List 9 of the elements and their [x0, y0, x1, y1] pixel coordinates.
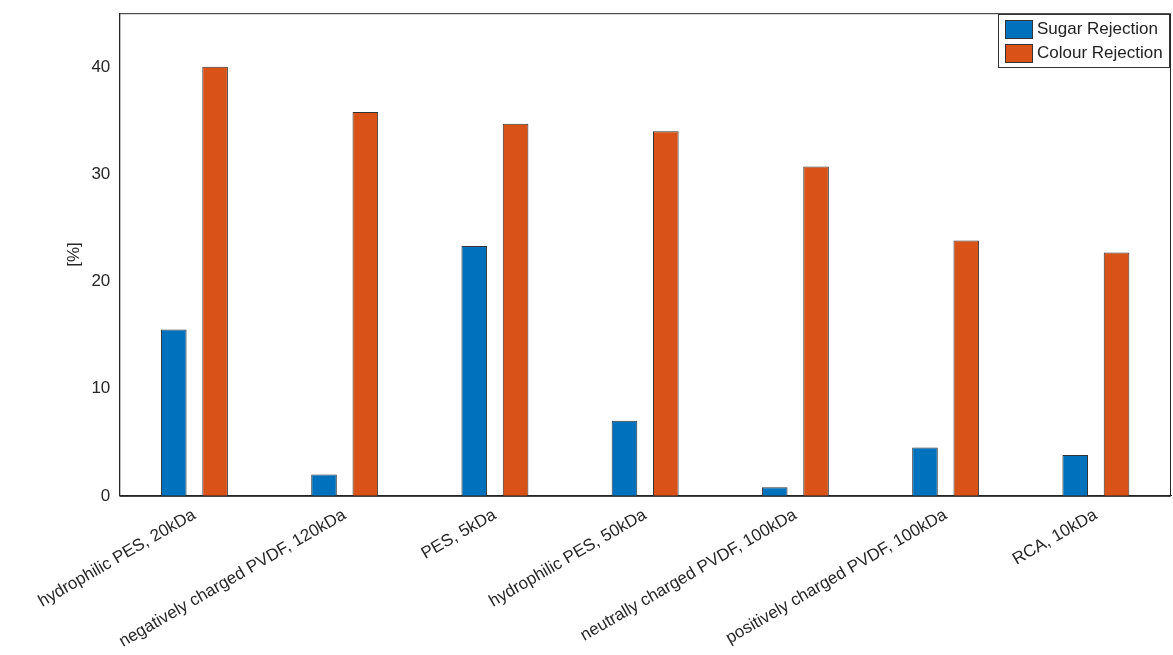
- y-tick-label: 30: [91, 163, 111, 183]
- y-tick-label: 40: [91, 56, 111, 76]
- y-tick-label: 0: [100, 485, 111, 505]
- legend-label: Sugar Rejection: [1037, 18, 1158, 41]
- legend-label: Colour Rejection: [1037, 42, 1163, 65]
- y-tick-label: 10: [91, 378, 111, 398]
- x-tick-label: PES, 5kDa: [417, 504, 500, 563]
- y-tick-label: 20: [91, 271, 111, 291]
- y-axis-title: [%]: [63, 242, 83, 267]
